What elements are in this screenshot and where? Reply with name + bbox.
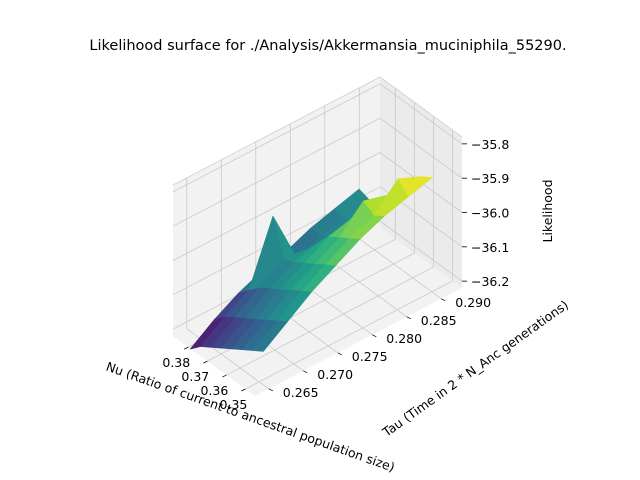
z-gridline-side [172,152,381,261]
x-tick [184,346,189,350]
z-tick-label: −35.8 [471,137,509,152]
z-axis-label: Likelihood [540,179,555,242]
z-gridline-side [172,83,381,193]
z-gridline-side [172,117,381,227]
y-tick [372,334,377,338]
z-tick-label: −35.9 [471,171,509,186]
likelihood-surface [189,176,433,352]
y-tick-label: 0.265 [283,385,319,400]
y-tick-label: 0.280 [386,331,422,346]
y-tick [268,388,273,392]
floor-pane [173,228,462,396]
y-tick-label: 0.270 [317,367,353,382]
z-gridline-back [379,117,463,179]
x-tick [241,388,246,392]
axis-ticks: 0.350.360.370.38 0.265 0.270 0.275 0.280 0.28… [162,137,509,412]
y-axis-label: Tau (Time in 2 * N_Anc generations) [379,297,571,440]
x-tick-label: 0.35 [220,397,248,412]
x-gridline-floor [226,266,434,376]
y-gridline-floor [359,238,442,300]
x-tick [222,374,227,378]
y-tick [337,352,342,356]
chart-title: Likelihood surface for ./Analysis/Akkerm… [89,38,566,54]
y-tick [406,316,411,320]
y-tick-label: 0.285 [421,313,457,328]
x-tick [203,360,208,364]
x-tick-label: 0.36 [200,383,228,398]
z-gridline-back [379,83,463,145]
pane-edge [172,76,463,186]
y-tick-label: 0.290 [455,295,491,310]
x-tick-label: 0.38 [162,355,190,370]
y-gridline-floor [324,256,408,318]
z-tick-label: −36.0 [471,206,509,221]
surface-patch [252,320,288,352]
x-gridline-floor [245,280,453,390]
y-tick [303,370,308,374]
y-tick [441,298,446,302]
z-tick-label: −36.1 [471,240,509,255]
y-tick-label: 0.275 [352,349,388,364]
z-gridline-back [379,220,463,282]
z-tick-label: −36.2 [471,274,509,289]
x-tick-label: 0.37 [181,369,209,384]
